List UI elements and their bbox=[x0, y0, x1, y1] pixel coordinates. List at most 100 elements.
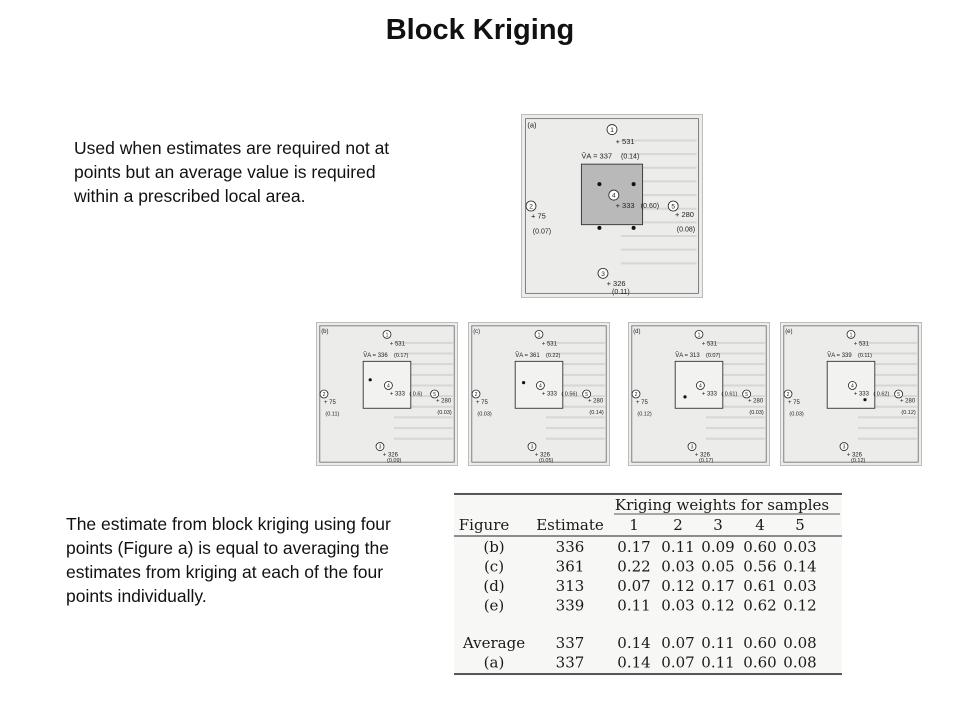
table-cell: (a) bbox=[484, 654, 505, 672]
table-cell: 0.17 bbox=[701, 577, 734, 595]
figure-label: (c) bbox=[473, 329, 480, 335]
figure-a: (a) V̂A = 337 1 + 531 (0.14) 2 + 75 (0.07) 3 + 32… bbox=[521, 114, 703, 298]
sample-point-value: + 326 bbox=[607, 279, 626, 288]
sample-point-marker bbox=[534, 329, 544, 339]
sample-point-weight: (0.17) bbox=[699, 458, 714, 464]
sample-point-id: 4 bbox=[851, 384, 854, 390]
sample-point-marker bbox=[536, 381, 545, 390]
sample-point-id: 5 bbox=[897, 392, 900, 398]
table-cell: 337 bbox=[556, 654, 585, 672]
sample-point-marker bbox=[742, 389, 751, 399]
figure-d: (d) V̂A = 313 1 + 531 (0.07) 2 + 75 (0.12) 3 + 32… bbox=[628, 322, 770, 466]
sample-point-value: + 531 bbox=[390, 342, 406, 348]
sample-point-value: + 326 bbox=[383, 452, 399, 458]
table-cell: 0.07 bbox=[617, 577, 650, 595]
table-cell: 0.12 bbox=[701, 597, 734, 615]
sample-point-id: 2 bbox=[787, 392, 790, 398]
table-cell: 0.22 bbox=[617, 558, 650, 576]
table-cell: 0.08 bbox=[783, 634, 816, 652]
table-cell: 0.12 bbox=[783, 597, 816, 615]
block-estimate-label: V̂A = 339 bbox=[827, 352, 852, 359]
table-cell: 0.11 bbox=[701, 654, 734, 672]
figure-panel-svg: (a) V̂A = 337 1+ 531 (0.14) 2+ 75 (0.07) 3+ 32… bbox=[525, 118, 699, 296]
sample-point-id: 3 bbox=[379, 445, 382, 451]
sample-point-marker bbox=[382, 329, 392, 339]
sample-point-weight: (0.22) bbox=[546, 353, 561, 359]
sample-point-value: + 531 bbox=[616, 137, 635, 146]
table-cell: (e) bbox=[484, 597, 505, 615]
sample-point-value: + 280 bbox=[588, 399, 604, 405]
sample-point-id: 3 bbox=[601, 271, 605, 278]
table-cell: 0.09 bbox=[701, 538, 734, 556]
sample-point-id: 5 bbox=[671, 204, 675, 211]
table-cell: 0.60 bbox=[743, 654, 776, 672]
table-cell: 313 bbox=[556, 577, 585, 595]
sample-point-weight: (0.17) bbox=[394, 353, 409, 359]
sample-point-marker bbox=[894, 389, 903, 399]
sample-point-value: + 333 bbox=[616, 201, 635, 210]
sample-point-id: 5 bbox=[585, 392, 588, 398]
table-cell: 0.62 bbox=[743, 597, 776, 615]
sample-point-value: + 326 bbox=[535, 452, 551, 458]
table-column-header: Estimate bbox=[536, 516, 604, 534]
figure-panel-svg: (d) V̂A = 313 1+ 531 (0.07) 2 + 75 (0.12) 3+ 32… bbox=[631, 325, 767, 464]
sample-point-id: 3 bbox=[531, 445, 534, 451]
figure-panel-svg: (e) V̂A = 339 1+ 531 (0.11) 2 + 75 (0.03) 3+ 32… bbox=[783, 325, 919, 464]
table-cell: Average bbox=[462, 634, 525, 652]
sample-point-id: 1 bbox=[386, 332, 389, 338]
sample-point-marker bbox=[375, 442, 385, 451]
table-cell: 0.05 bbox=[701, 558, 734, 576]
table-column-header: 1 bbox=[629, 516, 639, 534]
block-estimate-label: V̂A = 313 bbox=[675, 352, 700, 359]
sample-point-value: + 326 bbox=[695, 452, 711, 458]
estimation-point bbox=[683, 395, 687, 399]
table-cell: 0.14 bbox=[617, 634, 650, 652]
table-cell: 0.07 bbox=[661, 654, 694, 672]
figure-panel-svg: (b) V̂A = 336 1+ 531 (0.17) 2 + 75 (0.11) 3+ 32… bbox=[319, 325, 455, 464]
sample-point-value: + 75 bbox=[531, 212, 546, 221]
estimation-point bbox=[522, 381, 526, 385]
table-column-header: 2 bbox=[673, 516, 683, 534]
sample-point-value: + 75 bbox=[636, 400, 649, 406]
estimation-point bbox=[597, 182, 602, 187]
sample-point-id: 3 bbox=[691, 445, 694, 451]
sample-point-weight: (0.11) bbox=[858, 353, 872, 359]
sample-point-weight: (0.05) bbox=[539, 458, 554, 464]
table-cell: 0.56 bbox=[743, 558, 776, 576]
sample-point-value: + 75 bbox=[324, 400, 337, 406]
sample-point-value: + 75 bbox=[788, 400, 801, 406]
table-cell: 361 bbox=[556, 558, 585, 576]
table-cell: 0.60 bbox=[743, 538, 776, 556]
table-cell: 0.11 bbox=[661, 538, 694, 556]
sample-point-value: + 280 bbox=[748, 399, 764, 405]
sample-point-value: + 280 bbox=[675, 210, 694, 219]
sample-point-marker bbox=[582, 389, 591, 399]
estimation-point bbox=[368, 378, 372, 382]
sample-point-weight: ( 0.62) bbox=[873, 391, 889, 397]
table-column-header: 5 bbox=[795, 516, 805, 534]
table-cell: 0.17 bbox=[617, 538, 650, 556]
estimation-point bbox=[597, 225, 602, 230]
table-cell: 0.12 bbox=[661, 577, 694, 595]
sample-point-id: 4 bbox=[699, 384, 702, 390]
block-estimate-label: V̂A = 336 bbox=[363, 352, 388, 359]
estimation-point bbox=[863, 398, 867, 402]
table-cell: (d) bbox=[483, 577, 504, 595]
sample-point-id: 3 bbox=[843, 445, 846, 451]
sample-point-marker bbox=[597, 267, 609, 279]
sample-point-marker bbox=[696, 381, 705, 390]
sample-point-weight: (0.12) bbox=[901, 410, 916, 416]
sample-point-marker bbox=[527, 442, 537, 451]
figure-label: (e) bbox=[785, 329, 792, 335]
sample-point-id: 1 bbox=[850, 332, 853, 338]
table-cell: 336 bbox=[556, 538, 585, 556]
table-svg: Kriging weights for samples Figure Estimat… bbox=[454, 493, 842, 675]
sample-point-value: + 333 bbox=[854, 391, 870, 397]
sample-point-marker bbox=[839, 442, 849, 451]
conclusion-paragraph: The estimate from block kriging using fo… bbox=[66, 514, 391, 606]
figure-label: (a) bbox=[527, 121, 537, 130]
sample-point-marker bbox=[384, 381, 393, 390]
sample-point-id: 4 bbox=[387, 384, 390, 390]
sample-point-marker bbox=[687, 442, 697, 451]
sample-point-weight: (0.60) bbox=[641, 203, 659, 210]
